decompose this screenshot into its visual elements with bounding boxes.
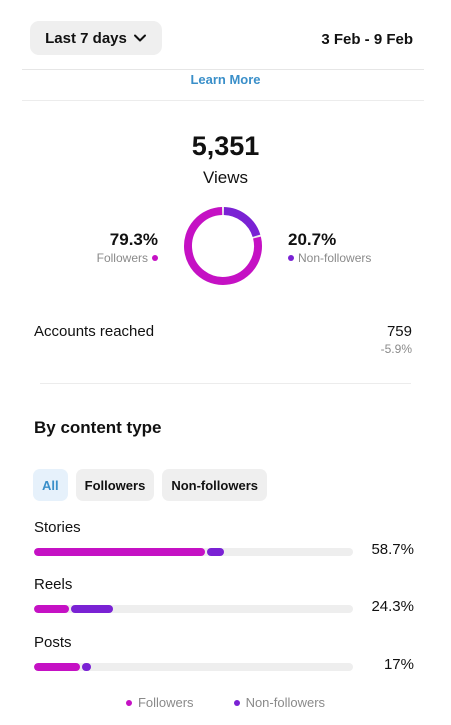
filter-chip-followers[interactable]: Followers: [75, 469, 155, 501]
divider: [22, 69, 424, 70]
bar-segment-followers: [34, 605, 69, 613]
date-range-dropdown-label: Last 7 days: [45, 29, 127, 47]
accounts-reached-value: 759: [386, 323, 412, 340]
content-row-percentage: 17%: [383, 656, 414, 673]
content-row-label: Reels: [34, 576, 73, 593]
content-row-stories: Stories 58.7%: [34, 519, 414, 559]
nonfollowers-dot-icon: [288, 255, 294, 261]
bar-segment-nonfollowers: [207, 548, 224, 556]
followers-dot-icon: [125, 699, 132, 706]
bar-segment-followers: [34, 548, 205, 556]
content-type-title: By content type: [34, 418, 162, 437]
views-label: Views: [202, 168, 249, 187]
content-row-label: Posts: [34, 634, 72, 651]
filter-chip-nonfollowers[interactable]: Non-followers: [162, 469, 267, 501]
legend-item-followers: Followers: [125, 695, 194, 710]
followers-legend-label: Followers: [96, 251, 148, 265]
content-row-percentage: 58.7%: [371, 541, 414, 558]
followers-dot-icon: [152, 255, 158, 261]
content-row-percentage: 24.3%: [371, 598, 414, 615]
bar-segment-nonfollowers: [71, 605, 113, 613]
accounts-reached-change: -5.9%: [380, 342, 412, 356]
content-row-bar: [34, 548, 353, 556]
content-row-bar: [34, 663, 353, 671]
divider: [40, 383, 411, 384]
donut-segment-followers: [184, 207, 262, 285]
date-range-dropdown[interactable]: Last 7 days: [30, 21, 162, 55]
nonfollowers-legend-label: Non-followers: [298, 251, 372, 265]
nonfollowers-percentage: 20.7%: [288, 230, 337, 249]
content-filter-chips: All Followers Non-followers: [33, 469, 267, 501]
accounts-reached-label: Accounts reached: [34, 323, 155, 340]
legend-followers-label: Followers: [137, 695, 194, 710]
followers-percentage: 79.3%: [109, 230, 158, 249]
nonfollowers-dot-icon: [233, 699, 240, 706]
content-row-bar: [34, 605, 353, 613]
content-row-posts: Posts 17%: [34, 634, 414, 674]
chevron-down-icon: [133, 34, 146, 42]
bar-segment-followers: [34, 663, 80, 671]
content-row-label: Stories: [34, 519, 81, 536]
legend-nonfollowers-label: Non-followers: [245, 695, 326, 710]
bar-segment-nonfollowers: [82, 663, 91, 671]
filter-chip-all[interactable]: All: [33, 469, 68, 501]
date-range-text: 3 Feb - 9 Feb: [321, 31, 413, 48]
divider: [22, 100, 424, 101]
views-donut-chart: [184, 207, 262, 285]
donut-segment-nonfollowers: [223, 207, 261, 238]
followers-legend: Followers: [97, 251, 158, 265]
views-count: 5,351: [191, 131, 260, 161]
content-row-reels: Reels 24.3%: [34, 576, 414, 616]
content-legend: Followers Non-followers: [0, 695, 451, 710]
learn-more-link[interactable]: Learn More: [190, 72, 261, 87]
legend-item-nonfollowers: Non-followers: [233, 695, 326, 710]
nonfollowers-legend: Non-followers: [288, 251, 371, 265]
